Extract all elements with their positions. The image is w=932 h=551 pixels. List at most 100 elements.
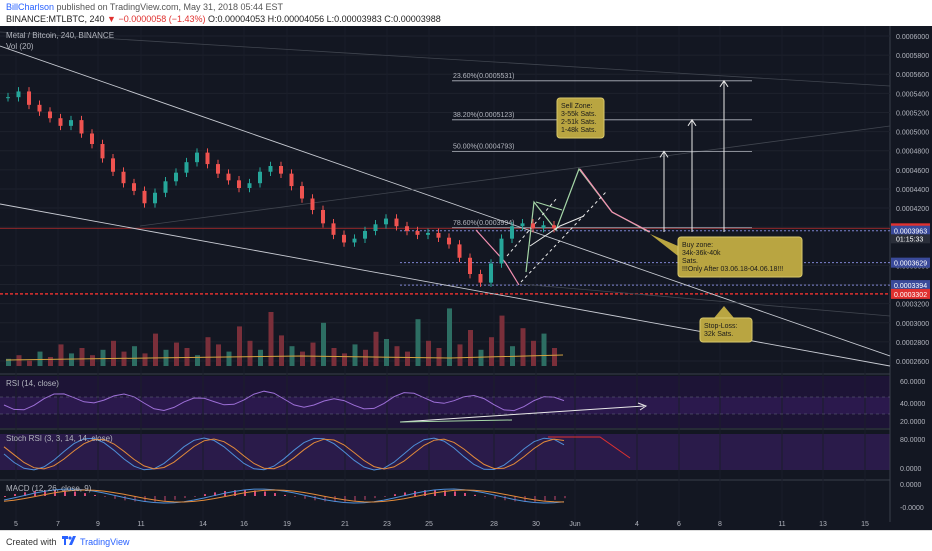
macd-histogram-bar	[304, 496, 306, 499]
volume-bar	[195, 355, 200, 366]
faint-trend-line	[519, 283, 891, 317]
volume-bar	[436, 348, 442, 366]
volume-bar	[384, 339, 389, 366]
macd-histogram-bar	[74, 491, 76, 496]
macd-histogram-bar	[344, 496, 346, 502]
sell-zone-box-line: Sell Zone:	[561, 103, 593, 110]
candle-body	[426, 232, 430, 235]
price-tick-label: 0.0002600	[896, 359, 929, 366]
macd-histogram-bar	[114, 496, 116, 499]
candle-body	[436, 232, 441, 238]
candle-body	[58, 118, 63, 126]
countdown-badge	[891, 234, 930, 244]
price-badge	[891, 257, 930, 268]
price-badge-label: 0.0003302	[894, 292, 927, 299]
ohlc-values: O:0.00004053 H:0.00004056 L:0.00003983 C…	[208, 14, 441, 24]
chart-canvas[interactable]: 23.60%(0.0005531) 38.20%(0.0005123) 50.00%…	[0, 26, 932, 530]
volume-bar	[499, 315, 505, 366]
macd-histogram-bar	[444, 490, 446, 496]
candle-body	[216, 164, 220, 174]
volume-bar	[153, 333, 158, 366]
projection-path	[579, 168, 651, 233]
volume-bar	[310, 342, 316, 366]
macd-histogram-bar	[274, 493, 276, 496]
macd-histogram-bar	[354, 496, 356, 502]
price-badge	[891, 280, 930, 291]
indicators	[0, 390, 890, 504]
fib-level-label: 50.00%(0.0004793)	[453, 143, 515, 150]
change-text: ▼ −0.0000058 (−1.43%)	[107, 14, 206, 24]
symbol-text: BINANCE:MTLBTC, 240	[6, 14, 105, 24]
time-tick-label: 23	[383, 521, 391, 528]
rsi-label: RSI (14, close)	[6, 379, 59, 388]
macd-histogram-bar	[364, 496, 366, 500]
sell-zone-box-line: 2-51k Sats.	[561, 119, 596, 126]
candle-body	[363, 231, 367, 239]
macd-histogram-bar	[144, 496, 146, 502]
rsi-tick-label: 20.0000	[900, 419, 925, 426]
candle-body	[352, 238, 357, 243]
macd-histogram-bar	[264, 491, 266, 496]
faint-trend-line	[139, 125, 891, 227]
volume-bar	[520, 328, 526, 366]
volume-bar	[552, 348, 557, 366]
volume-bar	[268, 312, 274, 366]
macd-histogram-bar	[334, 496, 336, 502]
macd-histogram-bar	[24, 492, 26, 496]
macd-histogram-bar	[314, 496, 316, 501]
candle-body	[48, 111, 52, 119]
price-tick-label: 0.0003200	[896, 302, 929, 309]
price-badge	[891, 225, 930, 236]
price-badge-label: 0.0003963	[894, 229, 927, 236]
macd-histogram-bar	[564, 496, 566, 499]
candle-body	[331, 223, 336, 235]
sell-zone-box-line: 3-55k Sats.	[561, 111, 596, 118]
time-tick-label: 6	[677, 521, 681, 528]
volume-bar	[478, 349, 484, 366]
macd-histogram-bar	[374, 496, 376, 499]
candle-body	[132, 183, 136, 191]
buy-zone-box-line: !!!Only After 03.06.18-04.06.18!!!	[682, 266, 783, 273]
volume-bar	[415, 319, 421, 366]
axes: 0.0006000 0.0005800 0.0005600 0.0005400 0.00…	[14, 34, 930, 528]
candle-body	[90, 133, 94, 145]
rsi-line	[3, 390, 565, 412]
price-tick-label: 0.0004800	[896, 149, 929, 156]
price-tick-label: 0.0004400	[896, 187, 929, 194]
time-tick-label: 30	[532, 521, 540, 528]
time-tick-label: 5	[14, 521, 18, 528]
time-tick-label: 25	[425, 521, 433, 528]
macd-histogram-bar	[384, 496, 386, 497]
footer: Created with TradingView	[0, 530, 932, 551]
descending-resistance-line	[0, 45, 891, 357]
stoch-tick-label: 0.0000	[900, 466, 922, 473]
macd-histogram-bar	[134, 496, 136, 502]
candle-body	[447, 237, 451, 245]
candle-body	[520, 223, 525, 227]
fib-level-label: 38.20%(0.0005123)	[453, 112, 515, 119]
projection-path	[529, 215, 585, 247]
ohlc-line: BINANCE:MTLBTC, 240 ▼ −0.0000058 (−1.43%…	[6, 14, 441, 24]
rsi-divergence-arrowhead	[637, 402, 648, 411]
volume-bar	[6, 358, 11, 366]
volume-bar	[142, 353, 148, 366]
time-tick-label: 4	[635, 521, 639, 528]
volume-bar	[132, 346, 137, 366]
stoch-projection	[548, 436, 631, 459]
volume-bar	[111, 340, 116, 366]
time-tick-label: 8	[718, 521, 722, 528]
candle-body	[321, 209, 325, 224]
macd-histogram-bar	[474, 494, 476, 496]
candle-body	[531, 223, 535, 229]
candle-body	[510, 226, 514, 239]
tradingview-brand[interactable]: TradingView	[80, 537, 130, 547]
macd-histogram-bar	[454, 491, 456, 496]
volume-bar	[457, 344, 463, 366]
macd-tick-label: 0.0000	[900, 482, 922, 489]
author-link[interactable]: BillCharlson	[6, 2, 55, 12]
macd-histogram-bar	[234, 490, 236, 496]
candle-body	[394, 218, 399, 227]
projection-path	[535, 201, 563, 211]
stoch-label: Stoch RSI (3, 3, 14, 14, close)	[6, 434, 113, 443]
volume-bar	[37, 351, 43, 366]
